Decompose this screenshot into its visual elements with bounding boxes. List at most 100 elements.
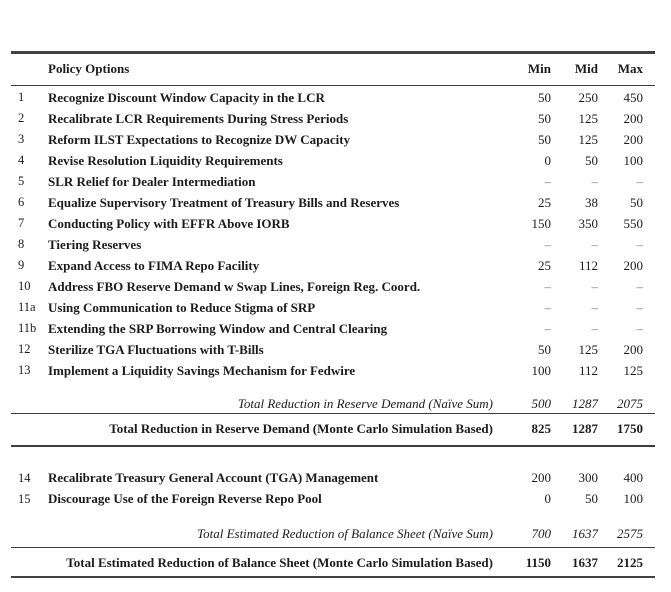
row-number: 15 (18, 491, 31, 506)
min-value: 50 (538, 110, 551, 126)
min-value: 700 (531, 525, 552, 541)
min-value: 150 (531, 215, 552, 231)
row-number: 2 (18, 111, 25, 126)
policy-option-label: Recalibrate Treasury General Account (TG… (48, 470, 379, 486)
max-value: 200 (623, 257, 644, 273)
row-number: 7 (18, 216, 25, 231)
mid-value: – (591, 236, 599, 252)
policy-option-label: Using Communication to Reduce Stigma of … (48, 299, 316, 315)
max-value: – (636, 173, 644, 189)
min-value: – (544, 278, 552, 294)
min-value: 50 (538, 341, 551, 357)
mid-value: 125 (578, 110, 599, 126)
policy-option-label: Expand Access to FIMA Repo Facility (48, 257, 260, 273)
table-row-9: 9 Expand Access to FIMA Repo Facility 25… (11, 255, 655, 276)
min-value: 0 (544, 152, 552, 168)
max-value: 125 (623, 362, 644, 378)
min-value: 825 (531, 420, 552, 436)
min-value: 200 (531, 470, 552, 486)
min-value: – (544, 236, 552, 252)
reserve-demand-monte-carlo-row: Total Reduction in Reserve Demand (Monte… (11, 418, 655, 439)
mid-rule (11, 546, 655, 549)
max-value: 200 (623, 110, 644, 126)
top-margin (11, 0, 655, 51)
min-value: – (544, 173, 552, 189)
table-row-10: 10 Address FBO Reserve Demand w Swap Lin… (11, 276, 655, 297)
max-value: 100 (623, 491, 644, 507)
mid-value: – (591, 299, 599, 315)
min-value: 25 (538, 257, 551, 273)
min-value: 500 (531, 396, 552, 412)
row-number: 10 (18, 279, 31, 294)
max-value: 2575 (617, 525, 643, 541)
header-policy-options: Policy Options (48, 61, 130, 76)
policy-option-label: Equalize Supervisory Treatment of Treasu… (48, 194, 400, 210)
max-value: 200 (623, 131, 644, 147)
table-row-2: 2 Recalibrate LCR Requirements During St… (11, 108, 655, 129)
spacer (11, 510, 655, 525)
monte-carlo-label: Total Reduction in Reserve Demand (Monte… (109, 420, 493, 436)
row-number: 8 (18, 237, 25, 252)
table-row-13: 13 Implement a Liquidity Savings Mechani… (11, 360, 655, 381)
max-value: – (636, 320, 644, 336)
max-value: – (636, 236, 644, 252)
mid-value: 350 (578, 215, 599, 231)
policy-option-label: Address FBO Reserve Demand w Swap Lines,… (48, 278, 421, 294)
table-row-11b: 11b Extending the SRP Borrowing Window a… (11, 318, 655, 339)
naive-sum-label: Total Reduction in Reserve Demand (Naïve… (237, 396, 493, 412)
table-row-3: 3 Reform ILST Expectations to Recognize … (11, 129, 655, 150)
max-value: – (636, 278, 644, 294)
table-bottom-rule (11, 576, 655, 579)
max-value: 2075 (617, 396, 643, 412)
mid-value: 38 (585, 194, 598, 210)
row-number: 9 (18, 258, 25, 273)
max-value: 550 (623, 215, 644, 231)
min-value: 50 (538, 89, 551, 105)
max-value: 2125 (617, 554, 643, 570)
max-value: 400 (623, 470, 644, 486)
table-row-7: 7 Conducting Policy with EFFR Above IORB… (11, 213, 655, 234)
max-value: 200 (623, 341, 644, 357)
table-row-4: 4 Revise Resolution Liquidity Requiremen… (11, 150, 655, 171)
row-number: 4 (18, 153, 25, 168)
table-row-1: 1 Recognize Discount Window Capacity in … (11, 87, 655, 108)
row-number: 6 (18, 195, 25, 210)
max-value: – (636, 299, 644, 315)
naive-sum-label: Total Estimated Reduction of Balance She… (197, 525, 493, 541)
mid-value: – (591, 278, 599, 294)
mid-value: 112 (578, 257, 598, 273)
mid-value: 1287 (572, 396, 598, 412)
mid-value: 50 (585, 152, 598, 168)
policy-option-label: Recognize Discount Window Capacity in th… (48, 89, 325, 105)
min-value: 1150 (525, 554, 551, 570)
mid-value: – (591, 320, 599, 336)
policy-option-label: Extending the SRP Borrowing Window and C… (48, 320, 388, 336)
header-rule (11, 84, 655, 87)
policy-option-label: Conducting Policy with EFFR Above IORB (48, 215, 290, 231)
mid-rule (11, 413, 655, 415)
row-number: 5 (18, 174, 25, 189)
min-value: 0 (544, 491, 552, 507)
max-value: 50 (630, 194, 643, 210)
min-value: – (544, 299, 552, 315)
balance-sheet-naive-sum-row: Total Estimated Reduction of Balance She… (11, 525, 655, 543)
min-value: 50 (538, 131, 551, 147)
spacer (11, 381, 655, 395)
balance-sheet-monte-carlo-row: Total Estimated Reduction of Balance She… (11, 552, 655, 573)
policy-option-label: Revise Resolution Liquidity Requirements (48, 152, 283, 168)
min-value: 100 (531, 362, 552, 378)
row-number: 11b (18, 321, 37, 336)
max-value: 1750 (617, 420, 643, 436)
mid-value: 125 (578, 131, 599, 147)
table-row-11a: 11a Using Communication to Reduce Stigma… (11, 297, 655, 318)
mid-value: 50 (585, 491, 598, 507)
mid-value: 1287 (572, 420, 598, 436)
row-number: 12 (18, 342, 31, 357)
policy-options-table: Policy Options Min Mid Max 1 Recognize D… (11, 0, 655, 579)
header-min: Min (527, 61, 551, 76)
mid-value: 112 (578, 362, 598, 378)
mid-value: 300 (578, 470, 599, 486)
min-value: – (544, 320, 552, 336)
table-row-15: 15 Discourage Use of the Foreign Reverse… (11, 489, 655, 510)
